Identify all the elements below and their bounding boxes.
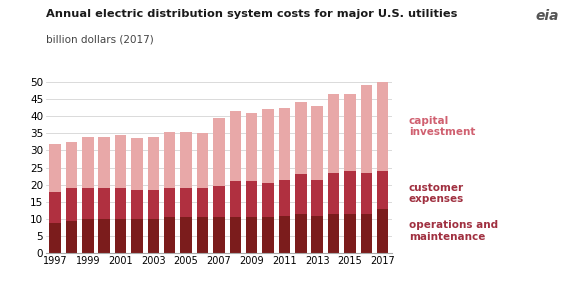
Text: capital
investment: capital investment [409, 115, 475, 137]
Bar [377, 171, 388, 209]
Bar [246, 217, 257, 253]
Bar [147, 190, 159, 219]
Bar [213, 118, 225, 187]
Bar [50, 223, 61, 253]
Bar [147, 137, 159, 190]
Bar [50, 192, 61, 223]
Bar [197, 188, 209, 217]
Bar [66, 188, 77, 221]
Bar [312, 106, 323, 180]
Bar [262, 183, 274, 217]
Bar [66, 142, 77, 188]
Bar [164, 217, 176, 253]
Bar [344, 94, 355, 171]
Bar [164, 188, 176, 217]
Bar [312, 216, 323, 253]
Bar [131, 219, 143, 253]
Bar [344, 214, 355, 253]
Bar [295, 102, 306, 175]
Bar [66, 221, 77, 253]
Bar [131, 190, 143, 219]
Text: eia: eia [535, 9, 559, 23]
Bar [197, 133, 209, 188]
Bar [377, 82, 388, 171]
Bar [98, 219, 110, 253]
Bar [295, 214, 306, 253]
Bar [50, 143, 61, 192]
Bar [164, 132, 176, 188]
Bar [361, 173, 372, 214]
Bar [82, 137, 93, 188]
Bar [328, 94, 339, 173]
Bar [180, 217, 192, 253]
Bar [131, 139, 143, 190]
Bar [98, 137, 110, 188]
Text: Annual electric distribution system costs for major U.S. utilities: Annual electric distribution system cost… [46, 9, 457, 19]
Bar [147, 219, 159, 253]
Bar [279, 107, 290, 180]
Bar [229, 217, 241, 253]
Bar [180, 132, 192, 188]
Bar [82, 188, 93, 219]
Bar [377, 209, 388, 253]
Text: customer
expenses: customer expenses [409, 183, 464, 204]
Bar [328, 214, 339, 253]
Bar [98, 188, 110, 219]
Bar [180, 188, 192, 217]
Text: billion dollars (2017): billion dollars (2017) [46, 35, 154, 45]
Text: operations and
maintenance: operations and maintenance [409, 220, 498, 242]
Bar [246, 113, 257, 181]
Bar [262, 109, 274, 183]
Bar [213, 187, 225, 217]
Bar [115, 135, 126, 188]
Bar [312, 180, 323, 216]
Bar [213, 217, 225, 253]
Bar [82, 219, 93, 253]
Bar [279, 216, 290, 253]
Bar [197, 217, 209, 253]
Bar [361, 214, 372, 253]
Bar [229, 111, 241, 181]
Bar [328, 173, 339, 214]
Bar [115, 219, 126, 253]
Bar [344, 171, 355, 214]
Bar [361, 85, 372, 173]
Bar [246, 181, 257, 217]
Bar [115, 188, 126, 219]
Bar [229, 181, 241, 217]
Bar [279, 180, 290, 216]
Bar [262, 217, 274, 253]
Bar [295, 175, 306, 214]
